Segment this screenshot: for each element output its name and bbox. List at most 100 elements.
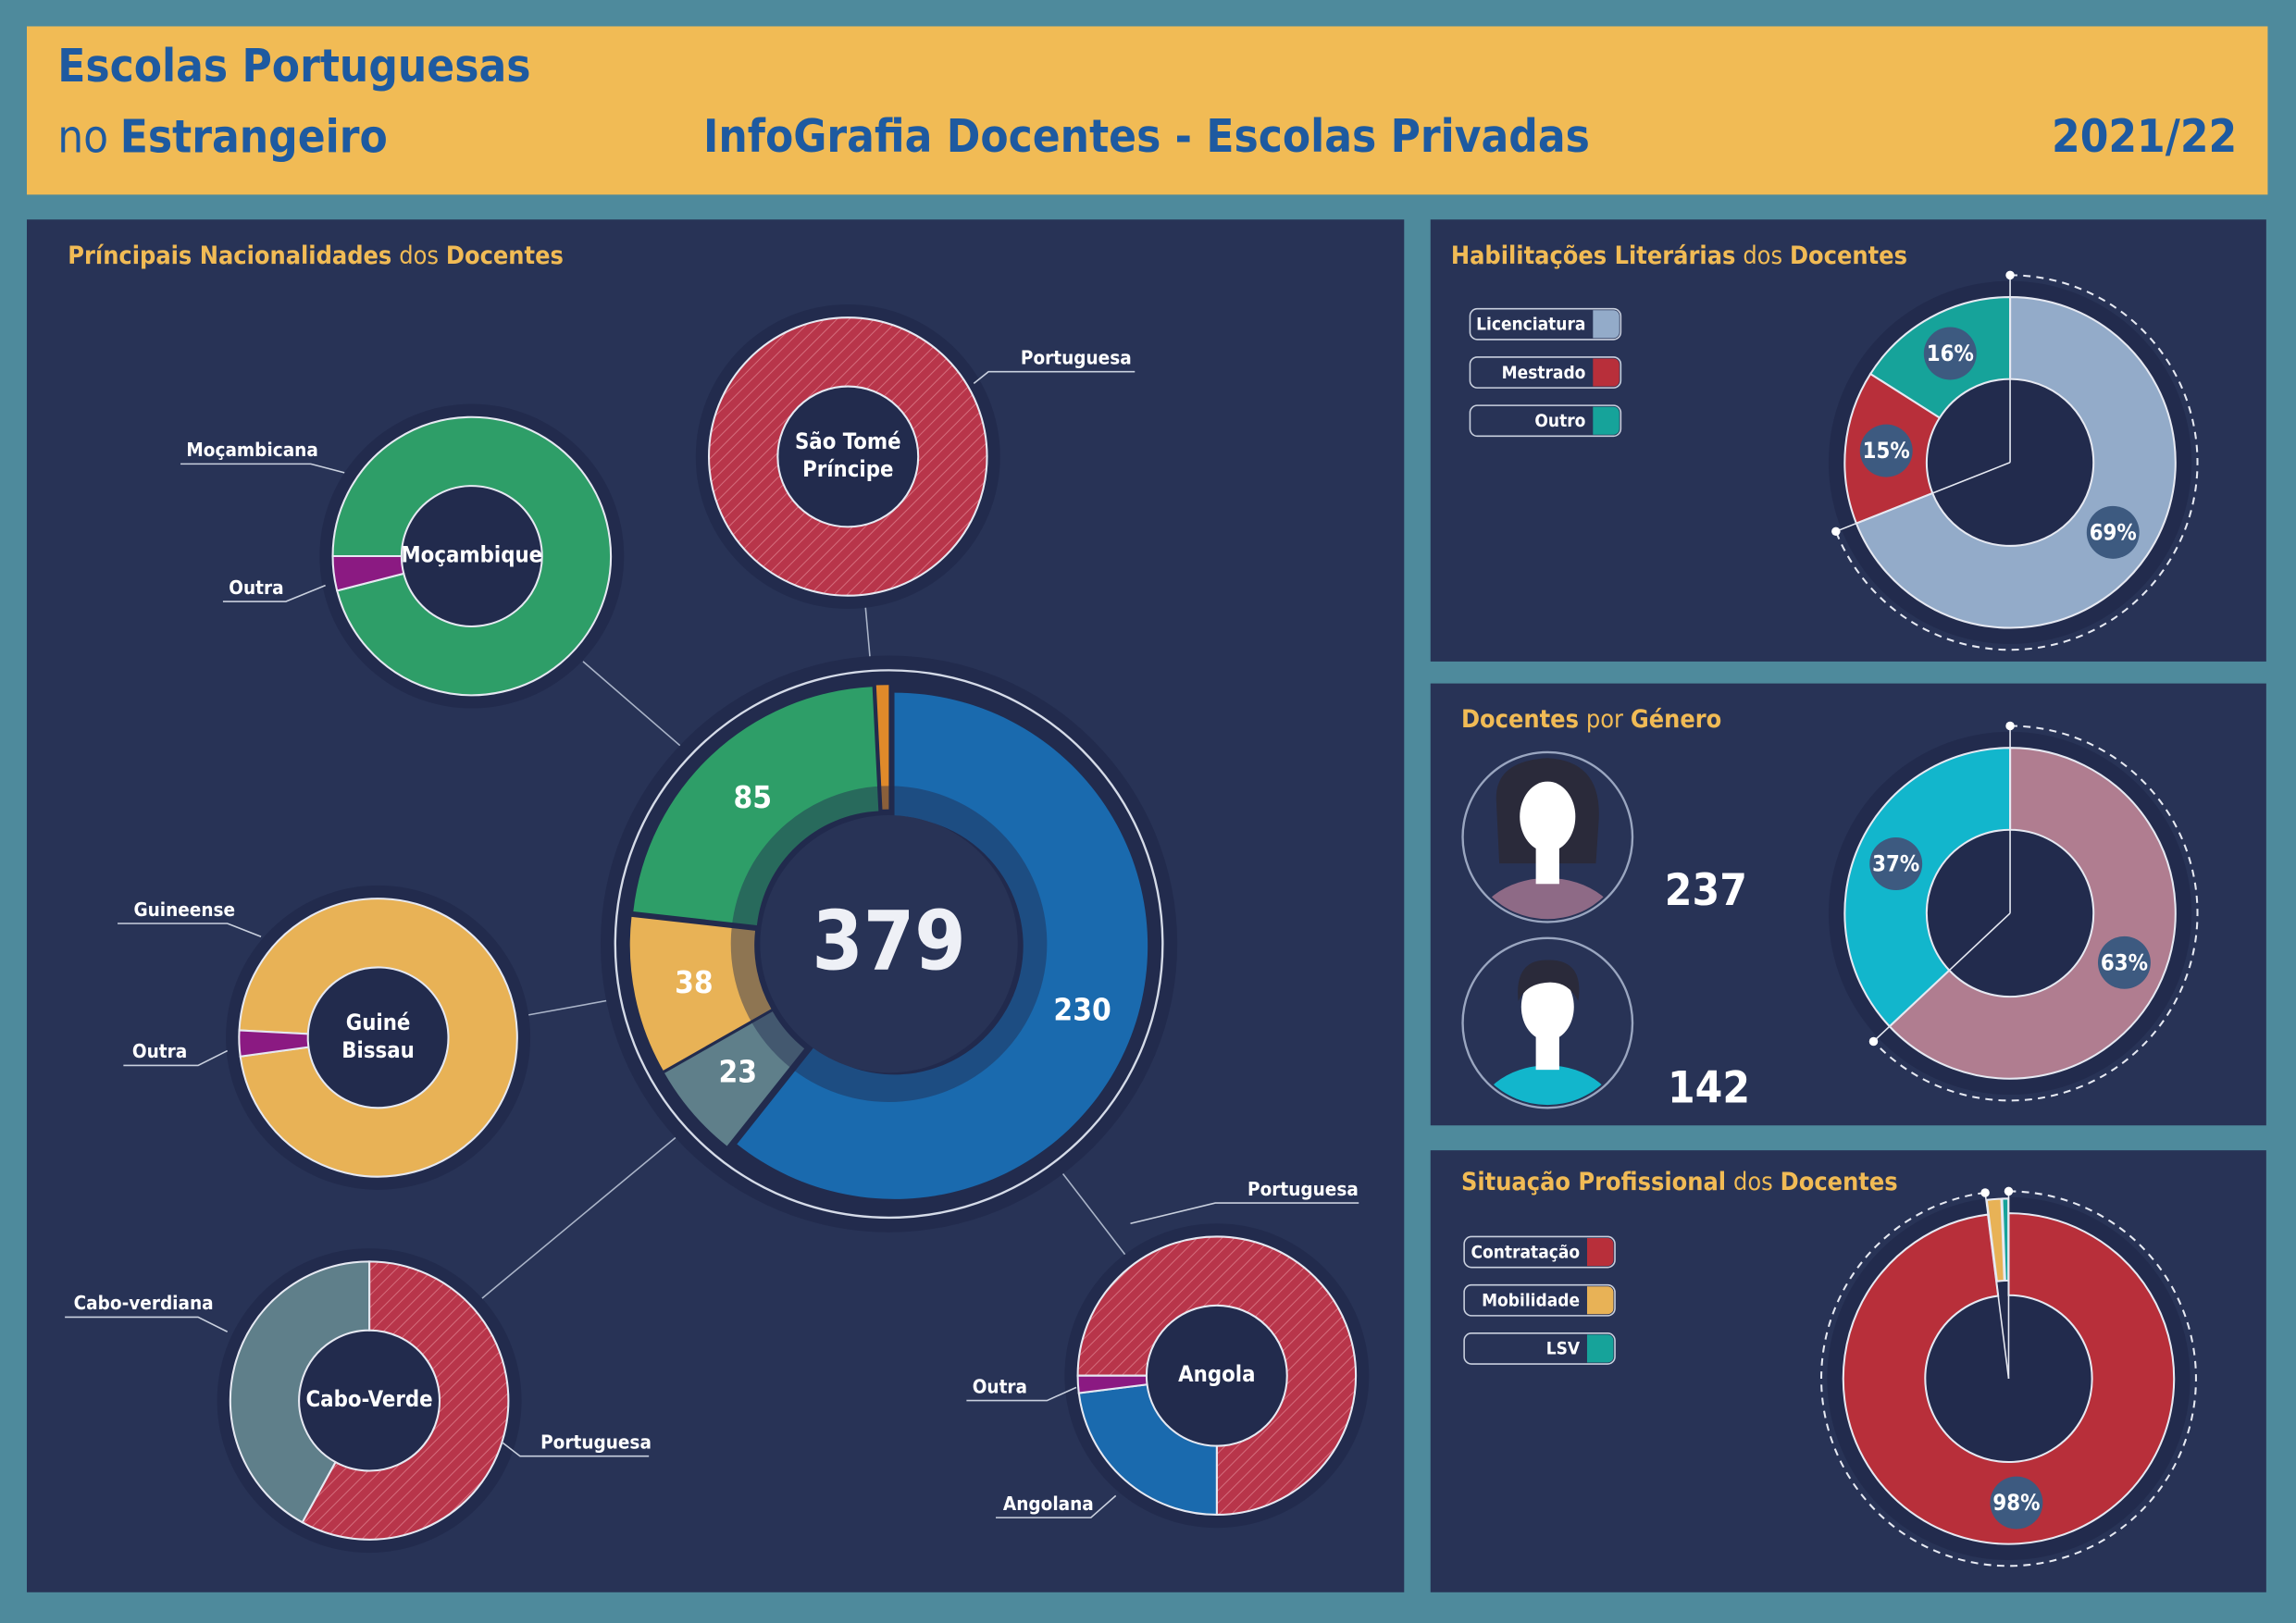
category-label: Cabo-verdiana: [74, 1292, 214, 1314]
body: [1471, 877, 1624, 920]
donut-slice: [229, 1260, 371, 1524]
donut-slice: [1077, 1383, 1218, 1516]
donut-slice: [664, 1011, 805, 1146]
leader-line: [118, 923, 262, 937]
panel-title-part: por: [1586, 705, 1623, 734]
value-badge: [2097, 935, 2151, 989]
legend-swatch: [1586, 1334, 1614, 1363]
leader-line: [966, 1386, 1077, 1402]
legend-label: Outro: [1534, 411, 1585, 431]
connectors: [479, 607, 1132, 1301]
leader-line: [500, 1441, 650, 1457]
legend-pill: [1469, 307, 1622, 341]
header-title-part: Estrangeiro: [120, 109, 388, 163]
donut-inner-shade: [730, 786, 1048, 1102]
panel-title-part: Situação Profissional: [1461, 1167, 1726, 1196]
panel-title: Príncipais Nacionalidades dos Docentes: [68, 241, 564, 269]
panel-title-part: Género: [1631, 705, 1721, 734]
legend-swatch: [1593, 310, 1620, 339]
connector: [524, 997, 622, 1017]
leader-line: [1130, 1202, 1359, 1224]
donut-slice: [1842, 1212, 2176, 1545]
donut-slice: [1888, 747, 2177, 1080]
face: [1520, 781, 1576, 852]
donut-center-label: Moçambique: [401, 542, 542, 568]
value-badge: [1990, 1476, 2043, 1530]
panel-title: Habilitações Literárias dos Docentes: [1451, 241, 1907, 269]
donut-slice: [331, 415, 613, 697]
legend-pill: [1463, 1235, 1616, 1269]
radius-dot: [1980, 1188, 1990, 1197]
header-title: no Estrangeiro: [57, 109, 388, 163]
donut-total: 379: [812, 894, 965, 989]
donut-ring: [614, 669, 1164, 1220]
slice-label: 230: [1053, 992, 1111, 1028]
face: [1520, 973, 1574, 1041]
neck: [1535, 846, 1559, 885]
donut-slice: [737, 692, 1148, 1199]
category-label: Portuguesa: [1247, 1178, 1359, 1200]
panel-title-part: dos: [399, 241, 439, 269]
panel-title-part: Habilitações Literárias: [1451, 241, 1736, 269]
donut-slice: [629, 916, 772, 1071]
donut-slice: [1076, 1374, 1148, 1394]
radius-dot: [2005, 721, 2015, 731]
donut-slice: [1843, 747, 2012, 1028]
legend-label: Mestrado: [1502, 363, 1586, 383]
gender-count: 237: [1665, 865, 1747, 916]
donut-center: [760, 814, 1018, 1073]
avatar-art: [1474, 960, 1621, 1106]
legend-pill: [1469, 356, 1622, 389]
legend-swatch: [1593, 406, 1620, 435]
connector: [479, 1126, 689, 1301]
header-year: 2021/22: [2052, 109, 2237, 163]
leader-line: [222, 584, 326, 602]
legend-label: Licenciatura: [1476, 315, 1585, 335]
slice-label: 38: [675, 964, 714, 1000]
donut-slice: [301, 1260, 510, 1541]
radius-line: [1835, 462, 2011, 533]
donut-center-label: São Tomé: [795, 428, 901, 454]
avatar-art: [1471, 758, 1624, 920]
legend-pill: [1469, 404, 1622, 438]
panel-title-part: Docentes: [446, 241, 564, 269]
panel-title: Situação Profissional dos Docentes: [1461, 1167, 1898, 1196]
hair: [1518, 960, 1580, 1001]
panel-title: Docentes por Género: [1461, 705, 1721, 734]
radius-dot: [2005, 270, 2015, 280]
legend-label: Contratação: [1471, 1242, 1581, 1262]
category-label: Portuguesa: [540, 1431, 652, 1453]
panel-title-part: dos: [1743, 241, 1782, 269]
donut-center-label: Príncipe: [802, 456, 893, 482]
leader-line: [996, 1494, 1117, 1518]
legend-swatch: [1593, 358, 1620, 387]
connector: [582, 661, 694, 758]
category-label: Outra: [132, 1040, 187, 1062]
radius-dot: [1831, 527, 1841, 537]
dashed-arc: [1820, 1190, 2197, 1567]
donut-slice: [708, 316, 988, 597]
header-band: [26, 26, 2268, 195]
header-subtitle: InfoGrafia Docentes - Escolas Privadas: [703, 109, 1590, 163]
leader-line: [123, 1049, 229, 1067]
body: [1474, 1065, 1621, 1106]
donut-slice: [331, 554, 405, 592]
value-badge: [2086, 505, 2140, 559]
donut-slice: [875, 685, 889, 810]
header-title-part: no: [57, 109, 108, 163]
donut-center-label: Cabo-Verde: [306, 1386, 433, 1412]
donut-slice: [633, 687, 879, 925]
legend-swatch: [1586, 1238, 1614, 1267]
header-title: Escolas Portuguesas: [57, 39, 530, 93]
donut-slice: [1076, 1235, 1358, 1516]
panel-title-part: Docentes: [1781, 1167, 1898, 1196]
value-badge: [1869, 837, 1923, 890]
panel-title-part: Príncipais Nacionalidades: [68, 241, 391, 269]
category-label: Portuguesa: [1021, 346, 1132, 368]
radius-dot: [2004, 1186, 2014, 1196]
legend-swatch: [1586, 1286, 1614, 1315]
radius-line: [1872, 912, 2011, 1043]
category-label: Angolana: [1003, 1493, 1094, 1515]
